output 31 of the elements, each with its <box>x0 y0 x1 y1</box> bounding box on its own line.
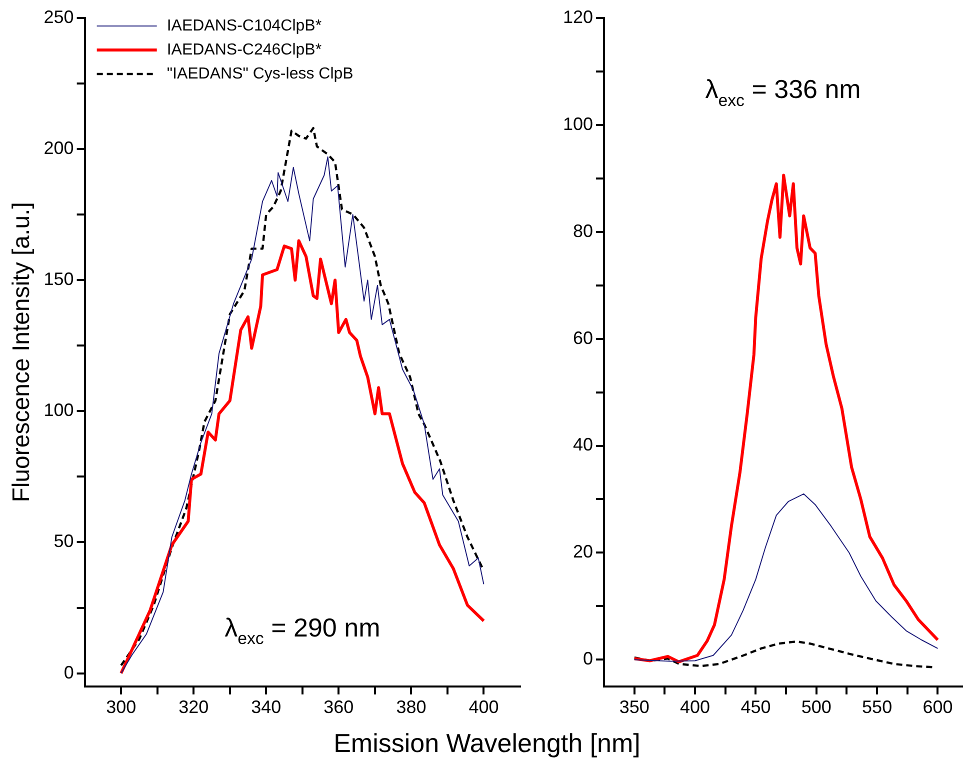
y-tick-label: 100 <box>562 114 594 134</box>
x-tick-label: 600 <box>922 697 953 718</box>
x-tick-label: 300 <box>106 697 136 718</box>
y-tick-label: 20 <box>573 542 594 562</box>
x-tick-label: 320 <box>178 697 209 718</box>
y-tick-label: 150 <box>44 269 74 290</box>
y-tick-label: 0 <box>64 662 74 682</box>
y-tick-label: 60 <box>573 328 594 348</box>
x-tick-label: 380 <box>396 697 426 718</box>
x-tick-label: 400 <box>468 697 499 718</box>
x-axis-title: Emission Wavelength [nm] <box>332 728 642 759</box>
y-tick-label: 100 <box>44 400 74 420</box>
y-tick-label: 250 <box>44 6 74 27</box>
x-tick-label: 550 <box>862 697 892 718</box>
x-tick-label: 360 <box>324 697 354 718</box>
legend-label: IAEDANS-C104ClpB* <box>166 17 322 34</box>
line-series <box>633 640 934 668</box>
y-tick-label: 50 <box>54 531 74 552</box>
x-tick-label: 350 <box>619 697 650 718</box>
y-tick-label: 40 <box>573 434 594 455</box>
x-tick-label: 400 <box>680 697 710 718</box>
legend-label: IAEDANS-C246ClpB* <box>166 41 322 58</box>
legend-label: "IAEDANS" Cys-less ClpB <box>166 65 354 82</box>
x-tick-label: 340 <box>251 697 282 718</box>
y-tick-label: 0 <box>583 648 594 669</box>
y-tick-label: 200 <box>44 138 74 158</box>
y-tick-label: 120 <box>562 6 594 27</box>
y-tick-label: 80 <box>573 220 594 241</box>
x-tick-label: 500 <box>801 697 832 718</box>
y-axis-title: Fluorescence Intensity [a.u.] <box>8 202 36 502</box>
x-tick-label: 450 <box>740 697 771 718</box>
